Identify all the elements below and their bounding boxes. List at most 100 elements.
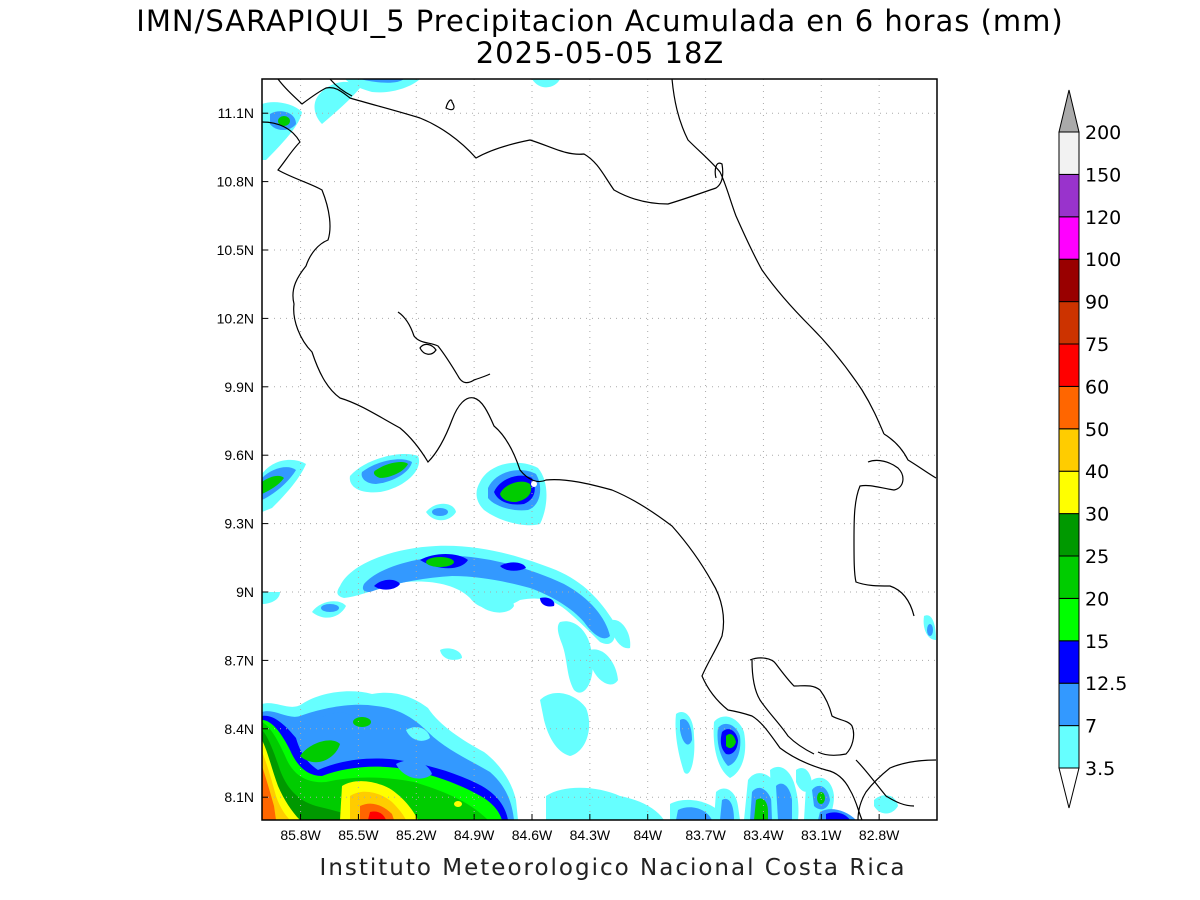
colorbar-level-label: 12.5: [1085, 673, 1127, 695]
colorbar-level-label: 120: [1085, 207, 1121, 229]
precip-area: [374, 579, 400, 590]
precip-area: [612, 619, 631, 649]
osa-peninsula-coast: [749, 657, 855, 756]
colorbar-swatch: [1058, 173, 1080, 218]
coastlines: [262, 79, 937, 820]
colorbar-level-label: 75: [1085, 334, 1109, 356]
lat-tick-label: 8.7N: [224, 652, 254, 668]
longitude-axis: 85.8W 85.5W 85.2W 84.9W 84.6W 84.3W 84W 83.7W 83…: [280, 814, 900, 843]
lon-tick-label: 84.3W: [570, 827, 611, 843]
precip-area: [440, 648, 462, 660]
lat-tick-label: 10.5N: [217, 242, 254, 258]
lat-tick-label: 9.9N: [224, 379, 254, 395]
precip-area: [540, 693, 590, 756]
precip-area: [557, 621, 593, 693]
golfo-dulce-coast: [751, 659, 815, 755]
costa-rica-caribbean-coast: [671, 79, 885, 435]
lat-tick-label: 9N: [236, 584, 254, 600]
colorbar-level-label: 25: [1085, 546, 1109, 568]
precip-area: [368, 811, 386, 820]
nicoya-gulf-coast: [397, 311, 491, 384]
colorbar-swatch: [1058, 597, 1080, 642]
colorbar-below-triangle: [1058, 767, 1080, 809]
precip-area: [353, 717, 371, 727]
precip-area: [262, 467, 296, 500]
precip-area: [532, 79, 560, 88]
precip-area: [478, 587, 514, 613]
colorbar-level-label: 15: [1085, 631, 1109, 653]
precip-area: [676, 807, 712, 820]
precip-area: [546, 787, 664, 820]
colorbar-swatch: [1058, 725, 1080, 769]
precip-area: [262, 102, 302, 160]
lon-tick-label: 85.8W: [280, 827, 321, 843]
lon-tick-label: 85.2W: [396, 827, 437, 843]
precip-area: [360, 803, 394, 820]
precip-area: [318, 712, 356, 730]
colorbar-swatch: [1058, 385, 1080, 430]
colorbar-level-label: 150: [1085, 164, 1121, 186]
colorbar-swatch: [1058, 640, 1080, 684]
precip-area: [817, 792, 825, 804]
costa-rica-panama-border: [853, 459, 915, 617]
nicaragua-island: [445, 99, 455, 111]
colorbar-level-label: 20: [1085, 588, 1109, 610]
latitude-axis: 8.1N 8.4N 8.7N 9N 9.3N 9.6N 9.9N 10.2N 10.5N 10.8…: [217, 105, 268, 805]
map-subtitle: 2025-05-05 18Z: [475, 36, 725, 70]
lat-tick-label: 11.1N: [218, 105, 254, 121]
precip-area: [373, 462, 408, 478]
lat-tick-label: 10.8N: [217, 174, 254, 190]
lat-tick-label: 8.4N: [224, 721, 254, 737]
lon-tick-label: 82.8W: [859, 827, 900, 843]
lon-tick-label: 83.1W: [801, 827, 842, 843]
colorbar-swatch: [1058, 258, 1080, 303]
lon-tick-label: 84.9W: [454, 827, 495, 843]
map-credit: Instituto Meteorologico Nacional Costa R…: [319, 855, 907, 881]
precip-area: [278, 116, 290, 126]
precip-area: [262, 722, 488, 820]
colorbar-level-label: 200: [1085, 122, 1121, 144]
nicaragua-coastline: [277, 79, 724, 205]
precip-area: [360, 79, 404, 83]
colorbar-above-triangle: [1058, 89, 1080, 133]
panama-pacific-coast: [855, 759, 915, 807]
precip-area: [726, 734, 736, 749]
precip-area: [927, 624, 933, 636]
lat-tick-label: 9.3N: [224, 516, 254, 532]
lon-tick-label: 83.7W: [685, 827, 726, 843]
colorbar-swatch: [1058, 301, 1080, 345]
colorbar-level-label: 30: [1085, 504, 1109, 526]
colorbar-swatch: [1058, 555, 1080, 599]
precip-area: [874, 795, 898, 814]
nicoya-island: [419, 343, 437, 355]
precip-area: [826, 812, 850, 820]
lon-tick-label: 84.6W: [512, 827, 553, 843]
lat-tick-label: 8.1N: [224, 789, 254, 805]
precip-area: [500, 481, 532, 502]
nicaragua-lake-shore: [329, 79, 353, 97]
precip-area: [362, 556, 610, 639]
lon-tick-label: 83.4W: [743, 827, 784, 843]
precip-area: [531, 481, 537, 487]
precip-area: [262, 475, 284, 494]
lat-tick-label: 9.6N: [224, 447, 254, 463]
colorbar-level-label: 3.5: [1085, 758, 1115, 780]
precip-area: [406, 727, 430, 741]
precip-area: [345, 79, 420, 93]
precip-area: [262, 592, 280, 604]
colorbar-swatch: [1058, 682, 1080, 727]
colorbar-swatch: [1058, 131, 1080, 175]
colorbar-swatch: [1058, 513, 1080, 557]
precip-area: [680, 718, 692, 745]
lat-tick-label: 10.2N: [217, 310, 254, 326]
precip-area: [396, 760, 432, 779]
colorbar-swatch: [1058, 216, 1080, 260]
precip-area: [300, 740, 340, 763]
precip-area: [432, 508, 448, 516]
plot-frame: [261, 78, 938, 821]
precip-area: [540, 597, 555, 607]
precip-area: [314, 81, 360, 124]
precip-area: [776, 783, 792, 820]
colorbar-level-label: 40: [1085, 461, 1109, 483]
